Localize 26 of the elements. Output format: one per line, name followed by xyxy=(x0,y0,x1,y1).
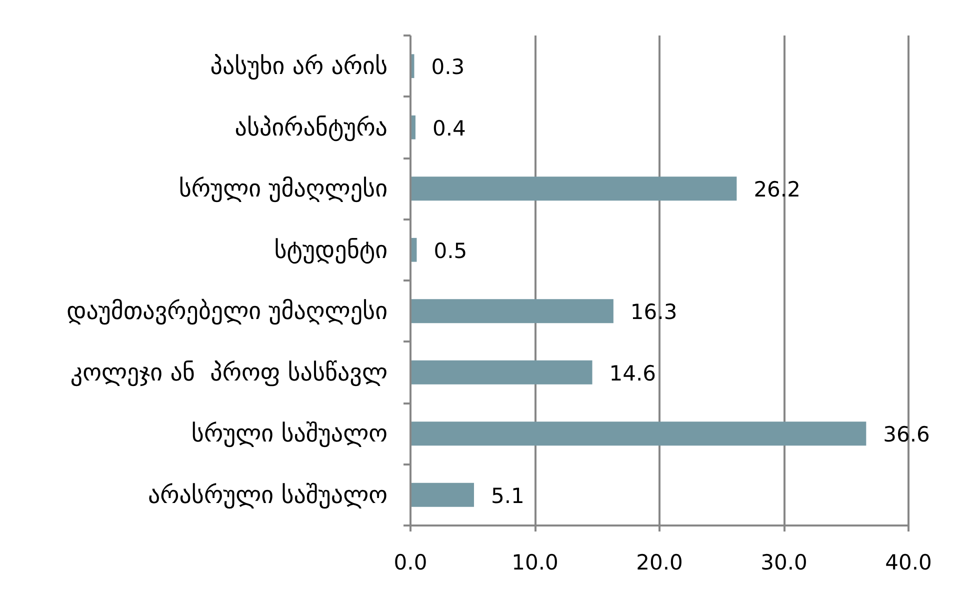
data-label: 36.6 xyxy=(883,422,930,447)
data-label: 5.1 xyxy=(490,484,524,508)
y-tick-label: დაუმთავრებელი უმაღლესი xyxy=(66,297,388,326)
x-tick-label: 40.0 xyxy=(885,550,932,574)
data-label: 0.3 xyxy=(431,55,465,80)
bar xyxy=(410,299,614,324)
data-label: 0.5 xyxy=(434,238,468,263)
y-tick-label: არასრული საშუალო xyxy=(148,480,388,509)
x-tick-label: 10.0 xyxy=(512,550,558,574)
x-tick-label: 0.0 xyxy=(394,550,428,574)
y-tick-label: სტუდენტი xyxy=(274,236,388,264)
data-label: 0.4 xyxy=(432,116,466,140)
y-tick-label: კოლეჯი ან პროფ სასწავლ xyxy=(70,358,388,386)
bar xyxy=(410,176,737,201)
data-label: 16.3 xyxy=(630,300,678,324)
data-label: 14.6 xyxy=(609,361,656,386)
y-tick-label: სრული უმაღლესი xyxy=(178,174,388,203)
bar xyxy=(410,482,474,507)
bar xyxy=(410,422,866,446)
bar xyxy=(410,360,592,384)
data-label: 26.2 xyxy=(754,178,800,202)
x-tick-label: 20.0 xyxy=(636,550,683,574)
y-tick-label: სრული საშუალო xyxy=(191,420,388,448)
y-tick-label: ასპირანტურა xyxy=(234,113,388,142)
x-tick-label: 30.0 xyxy=(760,550,808,574)
y-tick-label: პასუხი არ არის xyxy=(210,52,388,80)
